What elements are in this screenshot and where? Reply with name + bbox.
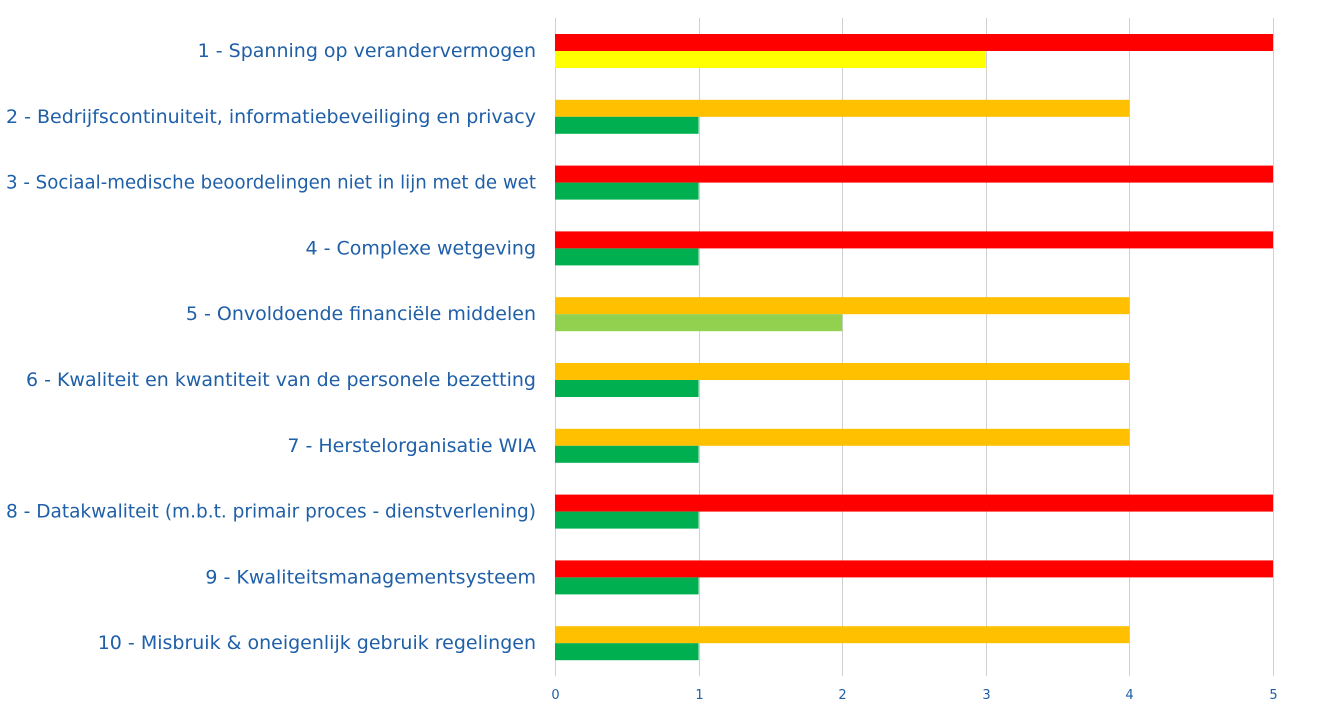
category-label: 8 - Datakwaliteit (m.b.t. primair proces…: [6, 501, 536, 523]
bar-1-series-2: [555, 51, 986, 68]
bar-10-series-1: [555, 626, 1130, 644]
category-label: 5 - Onvoldoende financiële middelen: [186, 303, 536, 325]
x-tick-label: 2: [838, 688, 846, 703]
bar-4-series-1: [555, 231, 1273, 249]
x-tick-label: 0: [551, 688, 559, 703]
bar-2-series-2: [555, 116, 699, 134]
category-label: 4 - Complexe wetgeving: [305, 237, 536, 259]
bar-6-series-2: [555, 380, 699, 397]
bar-7-series-2: [555, 445, 699, 463]
category-labels: 1 - Spanning op verandervermogen 2 - Bedr…: [6, 40, 536, 654]
x-tick-label: 1: [695, 688, 703, 703]
category-label: 2 - Bedrijfscontinuiteit, informatiebeve…: [6, 106, 536, 128]
bar-4-series-2: [555, 248, 699, 266]
bar-5-series-1: [555, 297, 1130, 315]
category-label: 6 - Kwaliteit en kwantiteit van de perso…: [26, 369, 536, 391]
bar-10-series-2: [555, 643, 699, 661]
category-label: 9 - Kwaliteitsmanagementsysteem: [205, 566, 536, 588]
category-label: 3 - Sociaal-medische beoordelingen niet …: [6, 172, 536, 194]
bar-3-series-1: [555, 165, 1273, 183]
x-axis-tick-labels: 0 1 2 3 4 5: [551, 688, 1277, 703]
bar-7-series-1: [555, 428, 1130, 446]
bar-5-series-2: [555, 314, 843, 332]
category-label: 1 - Spanning op verandervermogen: [198, 40, 536, 62]
category-label: 7 - Herstelorganisatie WIA: [287, 435, 536, 457]
bar-8-series-1: [555, 494, 1273, 512]
bar-9-series-2: [555, 577, 699, 595]
x-tick-label: 4: [1125, 688, 1133, 703]
bar-1-series-1: [555, 34, 1273, 51]
x-tick-label: 3: [982, 688, 990, 703]
bar-9-series-1: [555, 560, 1273, 578]
bar-2-series-1: [555, 99, 1130, 117]
bars: [555, 34, 1273, 661]
bar-8-series-2: [555, 511, 699, 529]
category-label: 10 - Misbruik & oneigenlijk gebruik rege…: [98, 632, 536, 654]
bar-3-series-2: [555, 182, 699, 200]
x-tick-label: 5: [1269, 688, 1277, 703]
bar-6-series-1: [555, 363, 1130, 380]
